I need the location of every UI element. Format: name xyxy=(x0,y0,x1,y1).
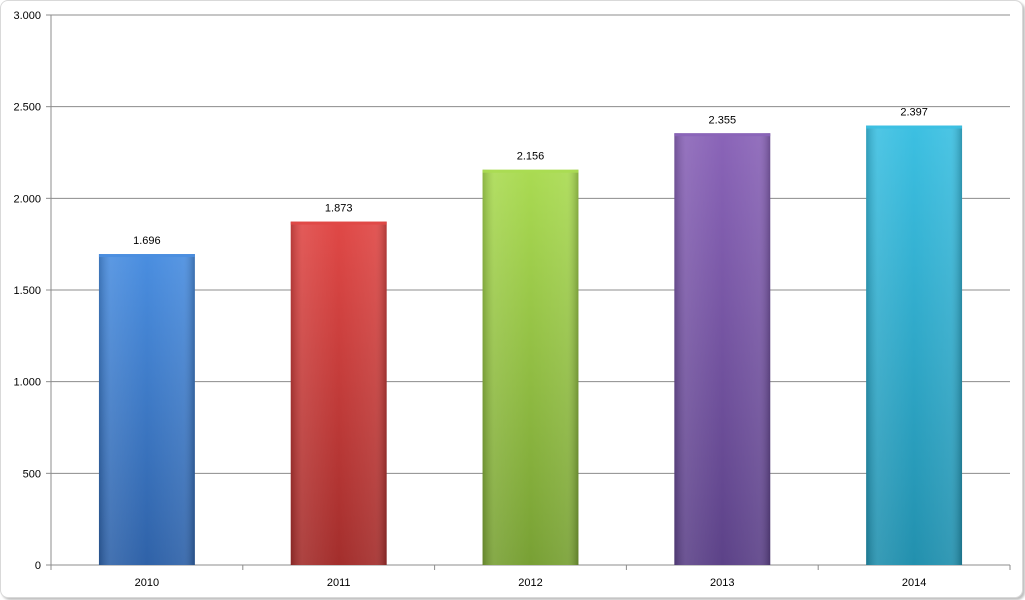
y-tick-label: 1.000 xyxy=(13,377,41,389)
x-tick-label: 2010 xyxy=(135,577,159,589)
bar-shading-2014 xyxy=(866,125,963,566)
x-tick-label: 2011 xyxy=(327,577,351,589)
data-label: 2.156 xyxy=(517,151,545,163)
x-tick-label: 2012 xyxy=(518,577,542,589)
bar-top-bevel-2012 xyxy=(482,169,579,173)
data-label: 1.696 xyxy=(133,235,161,247)
bar-top-bevel-2010 xyxy=(98,254,195,258)
bars xyxy=(98,125,963,566)
bar-shading-2011 xyxy=(290,221,387,565)
x-tick-label: 2014 xyxy=(902,577,926,589)
bar-shading-2010 xyxy=(98,254,195,566)
gridlines xyxy=(51,14,1010,474)
y-tick-label: 1.500 xyxy=(13,285,41,297)
bar-top-bevel-2011 xyxy=(290,221,387,225)
y-tick-label: 2.000 xyxy=(13,193,41,205)
labels: 0 500 1.000 1.500 2.000 2.500 3.000 1.696 2010 1.… xyxy=(13,10,927,589)
bar-shading-2013 xyxy=(674,133,771,565)
x-tick-label: 2013 xyxy=(710,577,734,589)
bar-shading-2012 xyxy=(482,169,579,565)
bar-top-bevel-2014 xyxy=(866,125,963,129)
y-tick-label: 2.500 xyxy=(13,102,41,114)
data-label: 1.873 xyxy=(325,203,353,215)
y-tick-label: 0 xyxy=(35,560,41,572)
data-label: 2.397 xyxy=(900,107,928,119)
data-label: 2.355 xyxy=(709,114,737,126)
bar-top-bevel-2013 xyxy=(674,133,771,137)
y-tick-label: 500 xyxy=(23,468,41,480)
y-tick-label: 3.000 xyxy=(13,10,41,22)
